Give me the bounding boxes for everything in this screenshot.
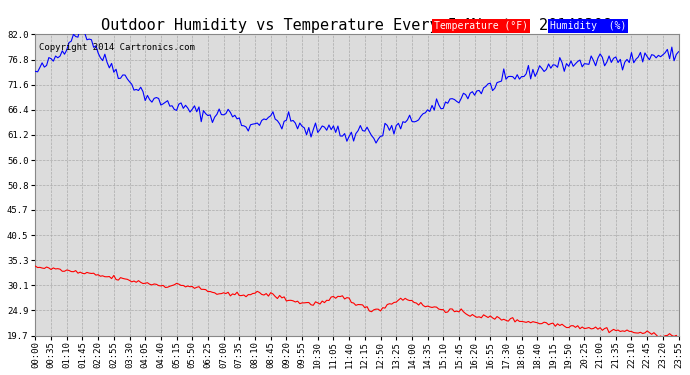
Text: Humidity  (%): Humidity (%) xyxy=(550,21,627,32)
Text: Copyright 2014 Cartronics.com: Copyright 2014 Cartronics.com xyxy=(39,44,195,52)
Title: Outdoor Humidity vs Temperature Every 5 Minutes 20140308: Outdoor Humidity vs Temperature Every 5 … xyxy=(101,18,613,33)
Text: Temperature (°F): Temperature (°F) xyxy=(434,21,528,32)
